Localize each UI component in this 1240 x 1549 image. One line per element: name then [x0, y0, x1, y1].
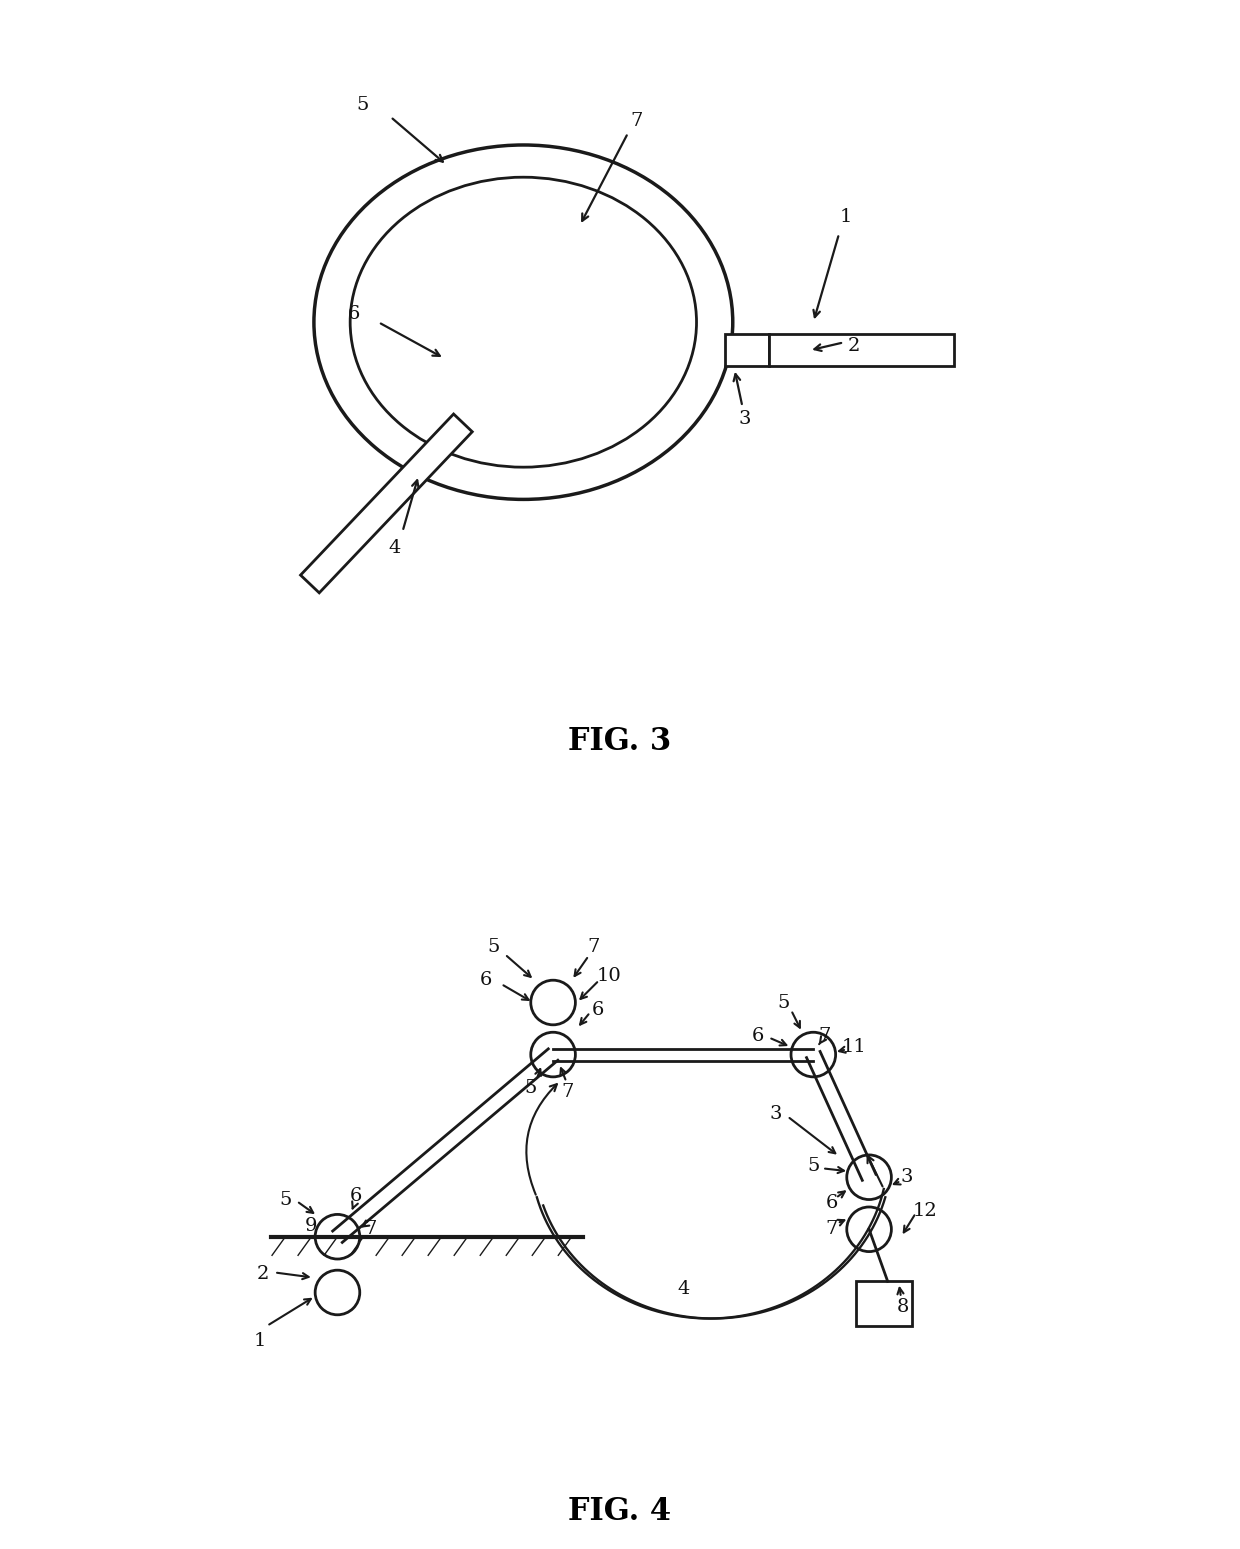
Text: 6: 6 [751, 1027, 764, 1046]
Text: 5: 5 [807, 1157, 820, 1176]
Circle shape [531, 1032, 575, 1077]
Text: 7: 7 [826, 1221, 838, 1238]
Circle shape [847, 1156, 892, 1199]
Text: FIG. 3: FIG. 3 [568, 725, 672, 756]
Text: 4: 4 [677, 1279, 689, 1298]
Text: 3: 3 [739, 410, 751, 428]
Text: 4: 4 [388, 539, 401, 556]
Text: 6: 6 [350, 1187, 362, 1205]
Text: 5: 5 [356, 96, 368, 113]
Text: 6: 6 [480, 971, 492, 990]
Text: FIG. 4: FIG. 4 [568, 1496, 672, 1527]
Text: 7: 7 [588, 937, 600, 956]
Text: 7: 7 [630, 112, 642, 130]
Text: 7: 7 [365, 1221, 377, 1238]
Text: 11: 11 [842, 1038, 867, 1056]
Text: 7: 7 [562, 1083, 574, 1101]
Text: 3: 3 [770, 1104, 782, 1123]
Polygon shape [724, 335, 769, 367]
Text: 1: 1 [839, 209, 852, 226]
Text: 6: 6 [348, 305, 361, 324]
Text: 6: 6 [591, 1001, 604, 1019]
Circle shape [315, 1214, 360, 1259]
Text: 9: 9 [305, 1216, 317, 1235]
Text: 3: 3 [900, 1168, 913, 1187]
Text: 6: 6 [826, 1194, 838, 1213]
Text: 2: 2 [257, 1266, 269, 1283]
Text: 12: 12 [913, 1202, 937, 1219]
Circle shape [847, 1207, 892, 1252]
Polygon shape [300, 414, 472, 593]
Text: 1: 1 [253, 1332, 265, 1349]
Circle shape [315, 1270, 360, 1315]
Text: 5: 5 [777, 993, 790, 1011]
Text: 10: 10 [596, 968, 621, 985]
Text: 2: 2 [847, 338, 859, 355]
Text: 5: 5 [525, 1080, 537, 1097]
Circle shape [791, 1032, 836, 1077]
Bar [769, 335, 955, 367]
Circle shape [531, 981, 575, 1025]
Text: 5: 5 [279, 1191, 291, 1208]
Text: 5: 5 [487, 937, 500, 956]
Bar [856, 1281, 911, 1326]
Text: 8: 8 [897, 1298, 909, 1317]
Text: 7: 7 [818, 1027, 831, 1046]
